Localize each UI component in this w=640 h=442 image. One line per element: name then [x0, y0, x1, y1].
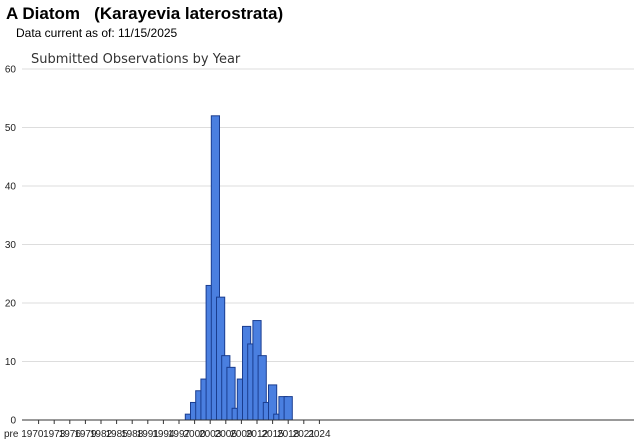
- x-tick-label: 1976: [59, 429, 82, 440]
- species-title: A Diatom (Karayevia laterostrata): [6, 4, 283, 24]
- y-axis-ticks: 0 10 20 30 40 50 60: [5, 65, 17, 427]
- x-tick-label: 1991: [137, 429, 160, 440]
- y-tick-label: 0: [10, 416, 16, 427]
- x-tick-label: 2000: [183, 429, 206, 440]
- x-tick-label: 2006: [215, 429, 238, 440]
- x-tick-label: 1982: [90, 429, 113, 440]
- x-tick-label: 1997: [168, 429, 191, 440]
- chart-title: Submitted Observations by Year: [31, 52, 241, 67]
- x-tick-label: 2003: [199, 429, 222, 440]
- y-tick-label: 50: [5, 123, 17, 134]
- x-tick-label: 2012: [246, 429, 269, 440]
- x-tick-label: 1973: [43, 429, 66, 440]
- x-tick-label: 2021: [293, 429, 316, 440]
- y-tick-label: 20: [5, 299, 17, 310]
- y-tick-label: 30: [5, 240, 17, 251]
- x-tick-label: 1988: [121, 429, 144, 440]
- bar[interactable]: [283, 396, 293, 421]
- x-tick-label: 2018: [277, 429, 300, 440]
- x-tick-label: pre 1970: [4, 429, 44, 440]
- chart-bars: [184, 115, 293, 421]
- x-tick-label: 2015: [261, 429, 284, 440]
- x-tick-label: 1985: [105, 429, 128, 440]
- y-tick-label: 40: [5, 182, 17, 193]
- x-tick-label: 1979: [74, 429, 97, 440]
- chart-gridlines: [22, 68, 634, 362]
- data-current-note: Data current as of: 11/15/2025: [16, 26, 178, 40]
- x-tick-label: 1994: [152, 429, 175, 440]
- x-tick-label: 2024: [308, 429, 331, 440]
- y-tick-label: 60: [5, 65, 17, 76]
- x-tick-label: 2009: [230, 429, 253, 440]
- x-axis-ticks: pre 1970 19731976197919821985198819911994…: [4, 420, 331, 440]
- y-tick-label: 10: [5, 357, 17, 368]
- scientific-name: (Karayevia laterostrata): [94, 4, 284, 23]
- common-name: A Diatom: [6, 4, 80, 23]
